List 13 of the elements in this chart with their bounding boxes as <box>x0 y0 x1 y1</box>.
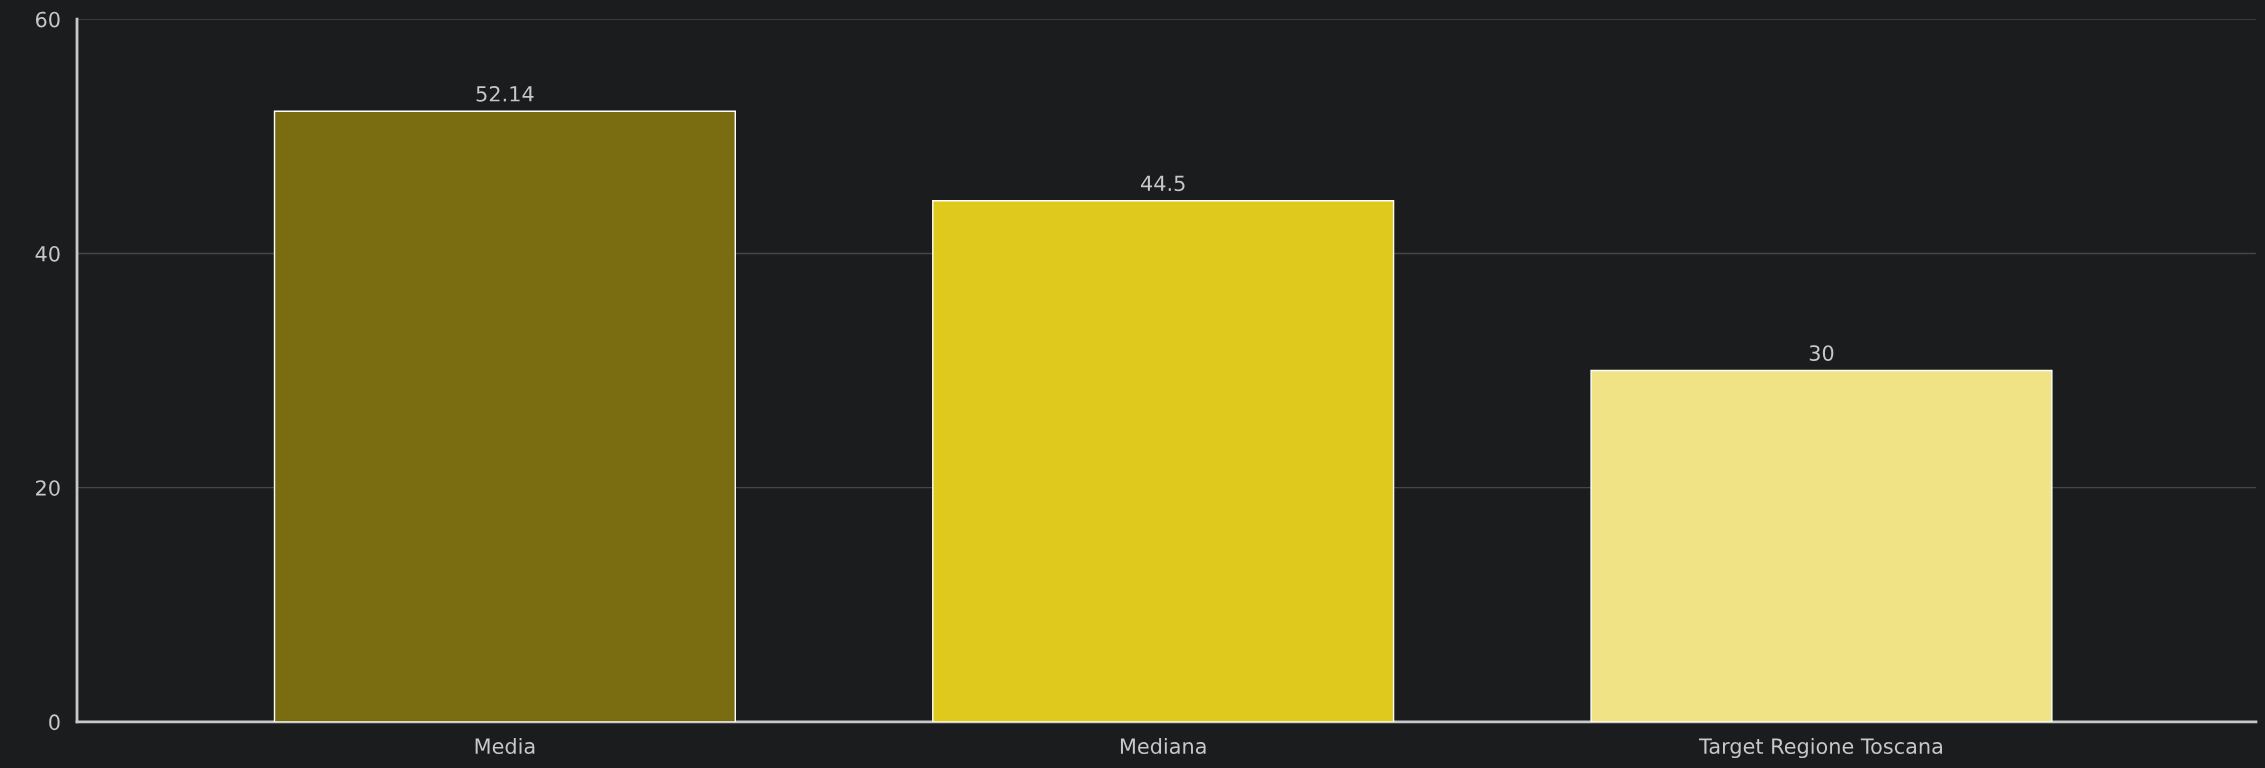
data-label: 52.14 <box>476 85 534 102</box>
data-label: 30 <box>1809 345 1834 361</box>
bar <box>1590 369 2053 722</box>
y-tick-label: 60 <box>35 11 60 28</box>
y-tick-label: 0 <box>49 714 60 731</box>
x-tick-label: Media <box>475 737 535 755</box>
bar <box>932 200 1395 722</box>
x-tick-label: Target Regione Toscana <box>1699 737 1942 759</box>
y-tick-label: 20 <box>36 480 60 496</box>
bar <box>273 110 736 722</box>
y-tick-label: 40 <box>35 245 60 262</box>
data-label: 44.5 <box>1141 175 1185 192</box>
x-tick-label: Mediana <box>1120 737 1206 755</box>
